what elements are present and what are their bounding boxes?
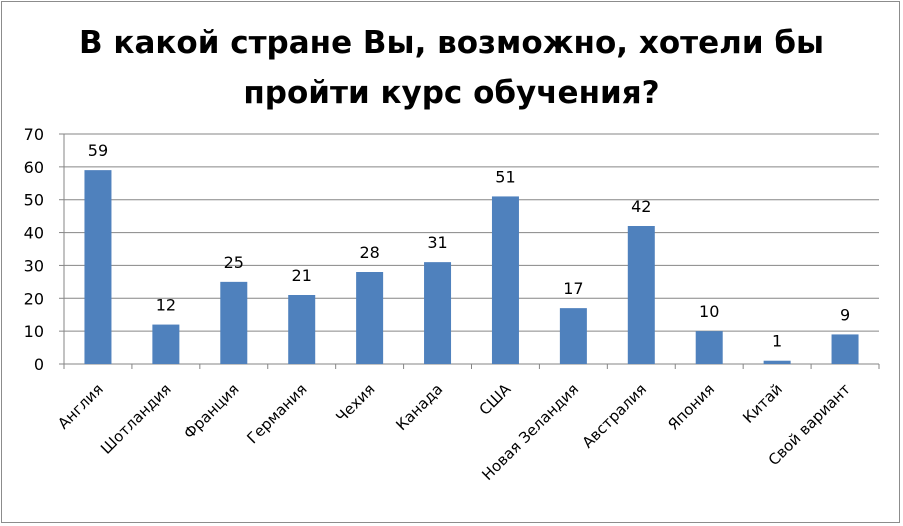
x-tick-label: Франция	[180, 380, 243, 443]
bar	[627, 226, 655, 364]
y-tick-label: 70	[24, 125, 44, 144]
bar	[763, 360, 791, 364]
data-label: 9	[840, 305, 850, 324]
data-label: 1	[772, 332, 782, 351]
y-tick-label: 10	[24, 322, 44, 341]
data-label: 59	[88, 141, 108, 160]
x-tick-label: Япония	[664, 380, 718, 434]
x-tick-label: Канада	[392, 380, 446, 434]
chart-title-line-1: В какой стране Вы, возможно, хотели бы	[78, 25, 825, 61]
chart-title-line-2: пройти курс обучения?	[243, 75, 660, 111]
y-tick-label: 30	[24, 256, 44, 275]
bar	[84, 170, 112, 364]
data-label: 42	[631, 197, 651, 216]
y-tick-label: 60	[24, 158, 44, 177]
bar	[831, 334, 859, 364]
data-label: 31	[427, 233, 447, 252]
x-tick-label: Германия	[243, 380, 310, 447]
data-label: 10	[699, 302, 719, 321]
y-tick-label: 20	[24, 289, 44, 308]
x-tick-label: Шотландия	[97, 380, 175, 458]
data-label: 21	[292, 266, 312, 285]
y-tick-label: 40	[24, 224, 44, 243]
data-label: 51	[495, 167, 515, 186]
bar	[559, 308, 587, 364]
data-label: 28	[359, 243, 379, 262]
bar	[152, 324, 180, 364]
x-tick-label: Чехия	[332, 380, 378, 426]
y-tick-label: 50	[24, 191, 44, 210]
bar	[424, 262, 452, 364]
x-tick-label: США	[476, 380, 515, 419]
bar	[695, 331, 723, 364]
chart-title: В какой стране Вы, возможно, хотели бы п…	[0, 18, 903, 118]
x-tick-label: Англия	[54, 380, 107, 433]
bar	[288, 295, 316, 364]
data-label: 17	[563, 279, 583, 298]
x-tick-label: Китай	[739, 380, 786, 427]
data-label: 12	[156, 296, 176, 315]
x-tick-label: Австралия	[579, 380, 651, 452]
bar	[356, 272, 384, 364]
y-tick-label: 0	[34, 355, 44, 374]
bar	[491, 196, 519, 364]
data-label: 25	[224, 253, 244, 272]
bar	[220, 281, 248, 364]
